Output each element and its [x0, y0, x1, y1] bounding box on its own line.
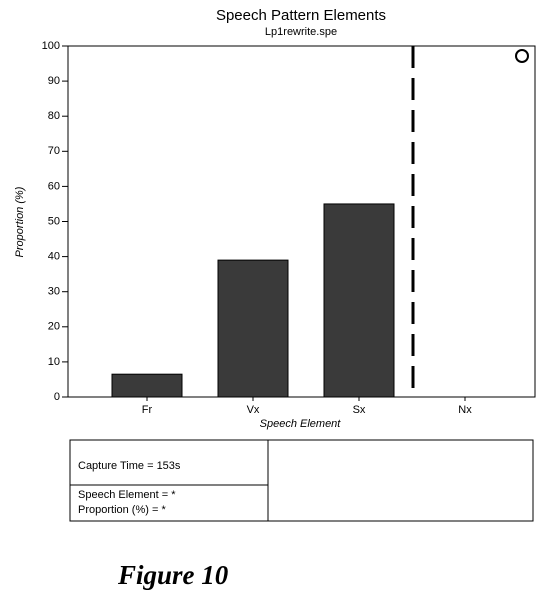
- plot-frame: [67, 45, 536, 398]
- y-tick-label: 100: [42, 40, 60, 52]
- y-tick-label: 50: [48, 215, 60, 227]
- bar: [111, 373, 183, 398]
- info-box: [69, 439, 534, 522]
- x-axis-title: Speech Element: [260, 418, 342, 430]
- chart-subtitle: Lp1rewrite.spe: [265, 26, 337, 38]
- y-tick-label: 10: [48, 356, 60, 368]
- y-tick-label: 20: [48, 321, 60, 333]
- y-tick-label: 80: [48, 110, 60, 122]
- y-tick-label: 0: [54, 391, 60, 403]
- bar: [323, 203, 395, 398]
- y-tick-label: 60: [48, 180, 60, 192]
- y-tick-label: 70: [48, 145, 60, 157]
- x-tick-label: Nx: [458, 404, 472, 416]
- x-tick-label: Sx: [353, 404, 366, 416]
- info-text: Capture Time = 153s: [78, 460, 181, 472]
- figure-caption: Figure 10: [117, 560, 229, 590]
- x-tick-label: Vx: [247, 404, 260, 416]
- y-tick-label: 90: [48, 75, 60, 87]
- chart-title: Speech Pattern Elements: [216, 7, 386, 24]
- y-tick-label: 40: [48, 251, 60, 263]
- bar: [217, 259, 289, 398]
- y-tick-label: 30: [48, 286, 60, 298]
- info-text: Proportion (%) = *: [78, 504, 166, 516]
- help-icon[interactable]: [515, 49, 529, 63]
- y-axis-title: Proportion (%): [14, 186, 26, 257]
- x-tick-label: Fr: [142, 404, 153, 416]
- info-text: Speech Element = *: [78, 489, 176, 501]
